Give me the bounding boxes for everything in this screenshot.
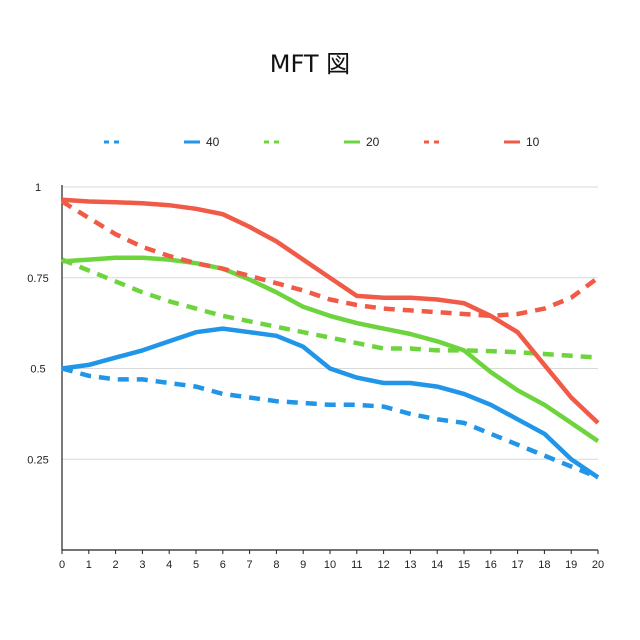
x-tick-label: 14	[431, 559, 443, 571]
x-tick-label: 16	[485, 559, 497, 571]
x-tick-label: 15	[458, 559, 470, 571]
x-tick-label: 7	[247, 559, 253, 571]
x-tick-label: 4	[166, 559, 172, 571]
x-tick-label: 0	[59, 559, 65, 571]
x-tick-label: 11	[351, 559, 362, 571]
solid-series-line-1	[61, 326, 600, 480]
x-tick-label: 8	[273, 559, 279, 571]
x-tick-label: 3	[139, 559, 145, 571]
legend-item: 40	[184, 135, 220, 149]
y-tick-label: 0.75	[27, 273, 48, 285]
y-tick-label: 0.5	[30, 364, 45, 376]
x-tick-label: 2	[113, 559, 119, 571]
x-tick-label: 5	[193, 559, 199, 571]
solid-series-line-5	[61, 197, 600, 425]
y-tick-label: 0.25	[27, 454, 48, 466]
dashed-series-line-2	[61, 257, 599, 360]
dashed-series-line-4	[60, 199, 600, 319]
x-tick-label: 18	[538, 559, 550, 571]
x-tick-label: 10	[324, 559, 336, 571]
chart-title: MFT 図	[270, 50, 350, 78]
x-tick-label: 19	[565, 559, 577, 571]
legend-item: 10	[504, 135, 540, 149]
x-tick-label: 6	[220, 559, 226, 571]
legend-label: 10	[526, 135, 540, 149]
dashed-series-line-0	[61, 366, 599, 480]
series-lines	[60, 197, 600, 480]
solid-series-line-3	[61, 255, 600, 443]
x-tick-label: 13	[404, 559, 416, 571]
x-tick-label: 20	[592, 559, 604, 571]
x-tick-label: 9	[300, 559, 306, 571]
x-tick-label: 12	[377, 559, 389, 571]
legend-label: 20	[366, 135, 380, 149]
legend: 40 20 10	[104, 135, 540, 149]
legend-item: 20	[344, 135, 380, 149]
legend-label: 40	[206, 135, 220, 149]
x-tick-label: 1	[86, 559, 92, 571]
y-tick-label: 1	[35, 182, 41, 194]
x-tick-label: 17	[511, 559, 523, 571]
